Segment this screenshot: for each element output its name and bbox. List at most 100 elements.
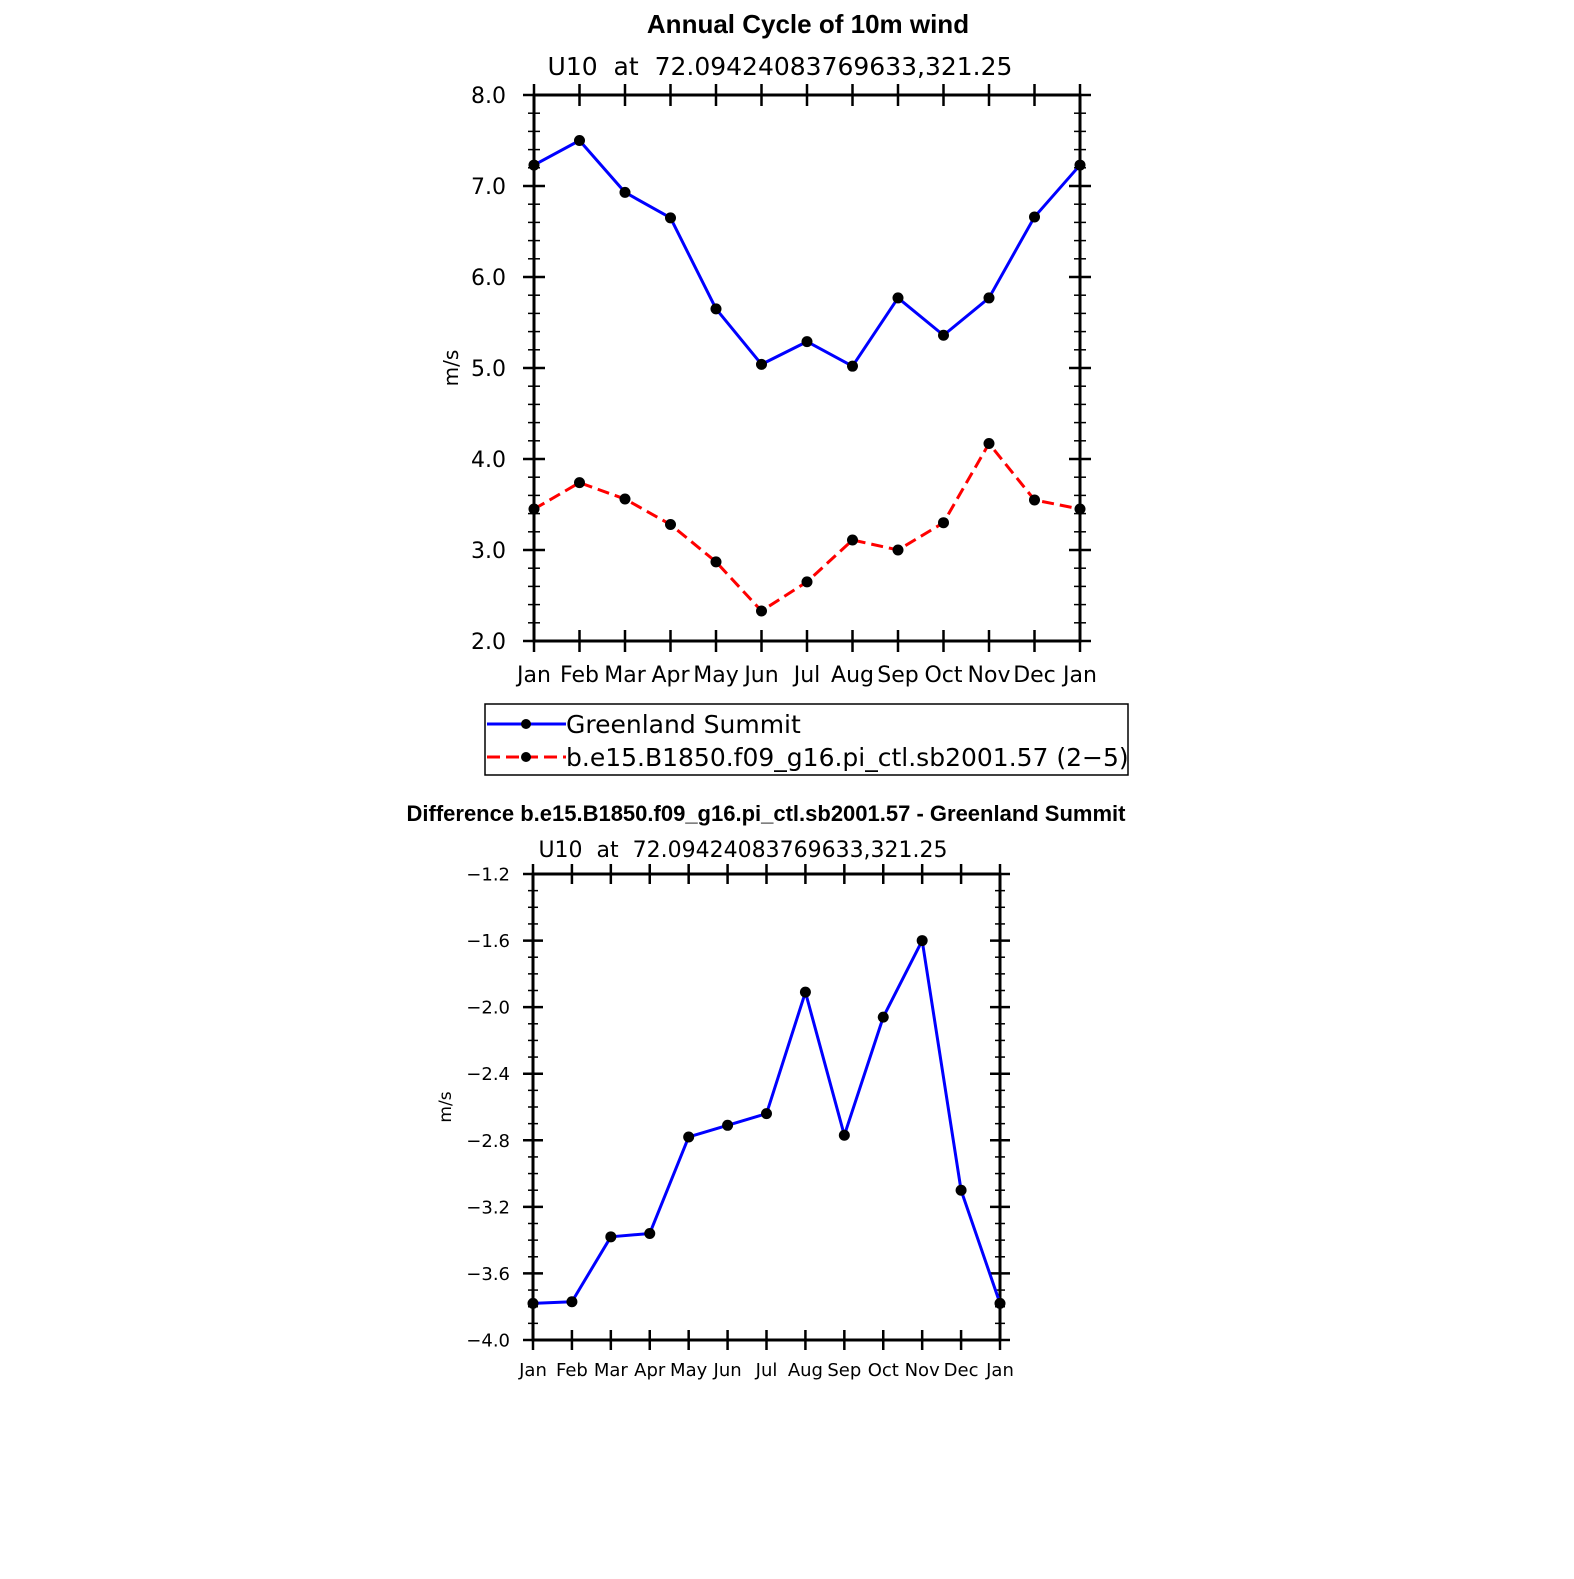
data-point: [847, 534, 858, 546]
data-point: [761, 1108, 772, 1120]
y-tick-label: 6.0: [471, 266, 506, 291]
data-point: [1074, 159, 1086, 171]
data-point: [877, 1011, 889, 1023]
x-tick-label: Jul: [755, 1360, 778, 1381]
series-line-0: [532, 939, 1002, 1305]
data-point: [892, 544, 904, 556]
x-tick-label: May: [670, 1360, 708, 1381]
y-tick-label: −1.2: [466, 864, 510, 885]
data-point: [566, 1296, 578, 1308]
x-tick-label: Jun: [713, 1360, 742, 1381]
x-tick-label: Mar: [594, 1360, 629, 1381]
legend-box: [484, 703, 1129, 776]
y-tick-label: −3.2: [466, 1197, 510, 1218]
data-point: [983, 438, 995, 450]
x-tick-label: Sep: [877, 663, 918, 688]
y-axis-label: m/s: [439, 350, 463, 387]
data-point: [1029, 211, 1040, 223]
x-tick-label: Jan: [985, 1360, 1014, 1381]
data-point: [527, 1297, 539, 1309]
series-line-0: [533, 139, 1082, 368]
y-tick-label: −4.0: [466, 1330, 510, 1351]
y-tick-label: 2.0: [471, 630, 506, 655]
legend-label-model: b.e15.B1850.f09_g16.pi_ctl.sb2001.57 (2−…: [566, 743, 1129, 772]
x-tick-label: Aug: [831, 663, 874, 688]
axis-ticks: [523, 84, 1091, 652]
data-point: [838, 1129, 850, 1141]
data-point: [847, 360, 858, 372]
y-tick-label: 3.0: [471, 539, 506, 564]
difference-chart-subtitle: U10 at 72.09424083769633,321.25: [538, 838, 947, 863]
y-tick-label: −1.6: [466, 931, 510, 952]
x-tick-label: Dec: [1013, 663, 1056, 688]
data-point: [710, 556, 722, 568]
difference-series-markers: [527, 935, 1006, 1309]
data-point: [994, 1297, 1006, 1309]
data-point: [683, 1131, 695, 1143]
x-tick-label: Mar: [604, 663, 646, 688]
y-tick-label: 7.0: [471, 175, 506, 200]
legend-label-greenland-summit: Greenland Summit: [566, 710, 801, 739]
chart-subtitle: U10 at 72.09424083769633,321.25: [548, 52, 1013, 81]
difference-axis-ticks: [523, 864, 1010, 1350]
x-tick-label: May: [693, 663, 738, 688]
data-point: [801, 576, 813, 588]
x-tick-label: Jun: [742, 663, 778, 688]
x-tick-label: Dec: [944, 1360, 979, 1381]
annual-cycle-chart: Annual Cycle of 10m wind U10 at 72.09424…: [439, 9, 1129, 776]
data-point: [916, 935, 928, 947]
data-point: [665, 519, 676, 531]
data-point: [574, 477, 585, 489]
x-tick-label: Sep: [827, 1360, 861, 1381]
data-point: [528, 503, 540, 515]
data-point: [574, 135, 585, 146]
x-tick-labels: Jan Feb Mar Apr May Jun Jul Aug Sep Oct Nov Dec Jan: [515, 663, 1097, 688]
chart-title: Annual Cycle of 10m wind: [647, 9, 969, 39]
x-tick-label: Feb: [556, 1360, 588, 1381]
x-tick-label: Jan: [518, 1360, 547, 1381]
data-point: [983, 292, 995, 304]
x-tick-label: Apr: [651, 663, 690, 688]
x-tick-label: Jan: [515, 663, 551, 688]
series-lines: [533, 139, 1082, 613]
data-point: [710, 303, 722, 315]
difference-y-tick-labels: −4.0 −3.6 −3.2 −2.8 −2.4 −2.0 −1.6 −1.2: [466, 864, 510, 1351]
data-point: [1029, 494, 1040, 506]
y-tick-label: 5.0: [471, 357, 506, 382]
data-point: [756, 358, 767, 370]
difference-chart-title: Difference b.e15.B1850.f09_g16.pi_ctl.sb…: [407, 801, 1127, 826]
y-tick-labels: 2.0 3.0 4.0 5.0 6.0 7.0 8.0: [471, 84, 506, 655]
data-point: [528, 159, 540, 171]
y-tick-label: 8.0: [471, 84, 506, 109]
data-point: [938, 329, 949, 341]
data-point: [955, 1184, 967, 1196]
y-tick-label: −2.0: [466, 998, 510, 1019]
x-tick-label: Aug: [788, 1360, 823, 1381]
x-tick-label: Feb: [560, 663, 599, 688]
y-tick-label: 4.0: [471, 448, 506, 473]
data-point: [605, 1231, 617, 1243]
data-point: [665, 212, 676, 224]
y-tick-label: −2.4: [466, 1064, 510, 1085]
x-tick-label: Jul: [792, 663, 821, 688]
legend-marker-model: [521, 752, 531, 762]
data-point: [801, 336, 813, 348]
difference-chart: Difference b.e15.B1850.f09_g16.pi_ctl.sb…: [407, 801, 1127, 1381]
difference-y-axis-label: m/s: [436, 1091, 456, 1122]
difference-series-lines: [532, 939, 1002, 1305]
legend-marker-greenland-summit: [521, 719, 531, 729]
x-tick-label: Nov: [968, 663, 1011, 688]
series-markers: [528, 135, 1086, 617]
x-tick-label: Nov: [905, 1360, 940, 1381]
x-tick-label: Apr: [634, 1360, 666, 1381]
data-point: [938, 517, 949, 529]
data-point: [722, 1119, 734, 1131]
difference-x-tick-labels: Jan Feb Mar Apr May Jun Jul Aug Sep Oct Nov Dec Jan: [518, 1360, 1014, 1381]
data-point: [1074, 503, 1086, 515]
data-point: [619, 186, 631, 198]
data-point: [799, 986, 811, 998]
data-point: [892, 292, 904, 304]
difference-plot-frame: [531, 872, 1002, 1342]
x-tick-label: Oct: [924, 663, 962, 688]
